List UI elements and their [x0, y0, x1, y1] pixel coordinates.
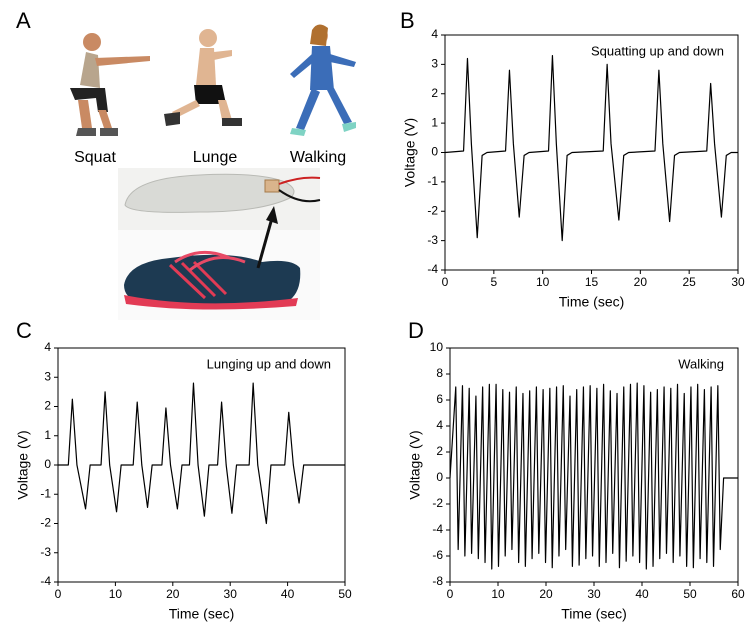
x-tick-label: 50: [683, 587, 697, 601]
y-tick-label: -4: [40, 574, 51, 588]
x-tick-label: 30: [587, 587, 601, 601]
data-line: [58, 383, 345, 523]
x-tick-label: 0: [447, 587, 454, 601]
x-tick-label: 15: [585, 275, 599, 289]
y-tick-label: -6: [432, 548, 443, 562]
y-tick-label: -8: [432, 574, 443, 588]
walking-figure: [290, 24, 356, 136]
panel-label: D: [408, 318, 424, 343]
x-axis-label: Time (sec): [561, 606, 627, 622]
y-tick-label: -1: [427, 174, 438, 188]
x-tick-label: 50: [338, 587, 352, 601]
y-tick-label: 1: [431, 115, 438, 129]
panel-label: A: [16, 8, 31, 33]
x-tick-label: 10: [536, 275, 550, 289]
x-tick-label: 20: [634, 275, 648, 289]
x-tick-label: 30: [731, 275, 745, 289]
data-line: [450, 383, 738, 569]
y-tick-label: 2: [436, 444, 443, 458]
lunge-figure: [164, 29, 242, 126]
y-tick-label: -1: [40, 486, 51, 500]
y-tick-label: 8: [436, 366, 443, 380]
y-tick-label: 2: [431, 86, 438, 100]
y-tick-label: 2: [44, 399, 51, 413]
page: A: [0, 0, 745, 628]
y-tick-label: 3: [44, 369, 51, 383]
x-tick-label: 25: [682, 275, 696, 289]
x-tick-label: 5: [490, 275, 497, 289]
y-tick-label: 0: [431, 145, 438, 159]
annotation: Lunging up and down: [207, 356, 331, 371]
x-tick-label: 10: [109, 587, 123, 601]
figure-label: Lunge: [193, 149, 238, 166]
y-axis-label: Voltage (V): [402, 118, 418, 187]
shoe-photo: [118, 168, 320, 320]
x-tick-label: 40: [281, 587, 295, 601]
annotation: Walking: [678, 356, 724, 371]
figure: A: [0, 0, 745, 628]
panel-label: B: [400, 8, 415, 33]
x-tick-label: 0: [55, 587, 62, 601]
y-tick-label: -2: [427, 203, 438, 217]
y-tick-label: -2: [432, 496, 443, 510]
y-axis-label: Voltage (V): [15, 430, 31, 499]
x-axis-label: Time (sec): [169, 606, 235, 622]
squat-figure: [70, 33, 150, 136]
x-tick-label: 10: [491, 587, 505, 601]
y-tick-label: 4: [44, 340, 51, 354]
plot-frame: [450, 348, 738, 582]
x-tick-label: 20: [539, 587, 553, 601]
x-tick-label: 30: [224, 587, 238, 601]
y-tick-label: 0: [44, 457, 51, 471]
y-tick-label: 4: [436, 418, 443, 432]
annotation: Squatting up and down: [591, 43, 724, 58]
panel-label: C: [16, 318, 32, 343]
y-tick-label: -4: [432, 522, 443, 536]
y-tick-label: 1: [44, 428, 51, 442]
x-tick-label: 20: [166, 587, 180, 601]
y-tick-label: 0: [436, 470, 443, 484]
y-tick-label: 6: [436, 392, 443, 406]
figure-label: Walking: [290, 149, 346, 166]
y-tick-label: 4: [431, 27, 438, 41]
y-tick-label: -4: [427, 262, 438, 276]
y-tick-label: 10: [430, 340, 444, 354]
data-line: [445, 56, 738, 241]
y-tick-label: -3: [40, 545, 51, 559]
y-tick-label: -3: [427, 233, 438, 247]
y-tick-label: 3: [431, 57, 438, 71]
y-tick-label: -2: [40, 516, 51, 530]
x-tick-label: 60: [731, 587, 745, 601]
x-tick-label: 0: [442, 275, 449, 289]
x-axis-label: Time (sec): [559, 294, 625, 310]
x-tick-label: 40: [635, 587, 649, 601]
y-axis-label: Voltage (V): [407, 430, 423, 499]
figure-label: Squat: [74, 149, 116, 166]
